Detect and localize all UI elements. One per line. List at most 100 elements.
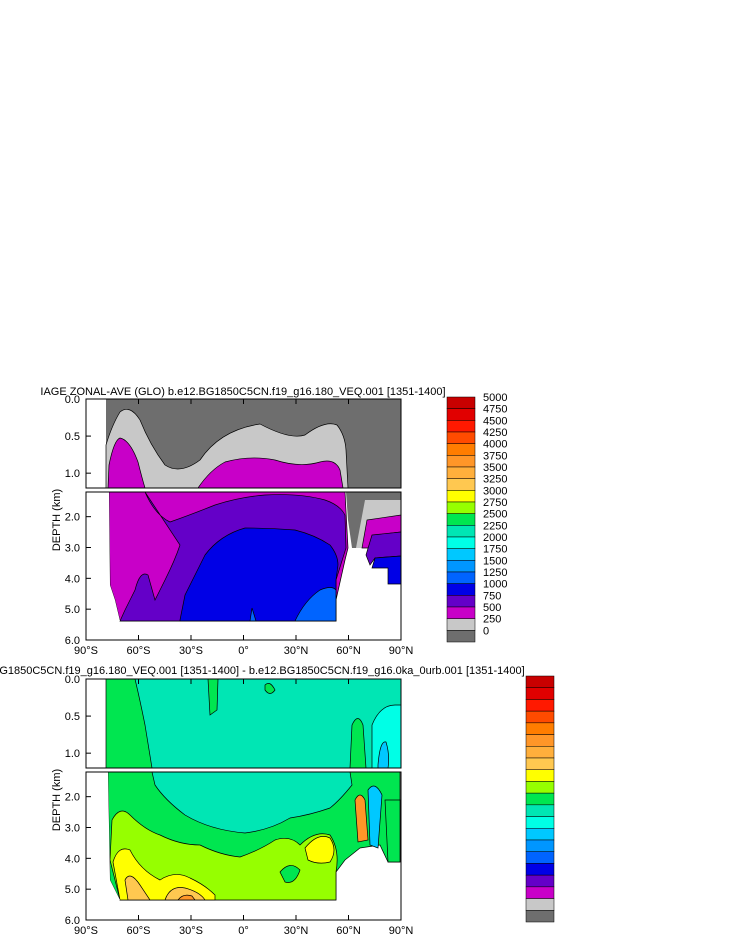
diff-lower-cyan-band bbox=[151, 772, 353, 834]
diff-x-ticks: 90°S 60°S 30°S 0° 30°N 60°N 90°N bbox=[74, 679, 413, 937]
colorbar-swatch bbox=[446, 443, 476, 456]
panel-age-title: IAGE ZONAL-AVE (GLO) b.e12.BG1850C5CN.f1… bbox=[40, 386, 445, 398]
panel-age-lower-fields bbox=[86, 492, 401, 640]
colorbar-swatch bbox=[525, 828, 555, 841]
colorbar-swatch bbox=[446, 618, 476, 631]
diff-lower-orange-blob-south bbox=[124, 875, 206, 901]
x-tick-label: 0° bbox=[238, 645, 249, 657]
diff-lower-yellow-blob-mid bbox=[304, 836, 335, 864]
colorbar-label: 1000 bbox=[483, 579, 507, 591]
colorbar-label: 4500 bbox=[483, 415, 507, 427]
x-tick-label: 60°N bbox=[336, 645, 361, 657]
colorbar-swatch bbox=[525, 687, 555, 700]
colorbar-label: 2500 bbox=[483, 509, 507, 521]
y-tick-label: 2.0 bbox=[65, 792, 80, 804]
colorbar-swatch bbox=[446, 431, 476, 444]
colorbar-swatch bbox=[446, 420, 476, 433]
x-tick-label: 60°N bbox=[336, 925, 361, 937]
colorbar-swatch bbox=[525, 722, 555, 735]
colorbar-label: 3500 bbox=[483, 462, 507, 474]
colorbar-swatch bbox=[525, 851, 555, 864]
diff-y-ticks: 0.0 0.5 1.0 2.0 3.0 4.0 5.0 6.0 bbox=[65, 674, 91, 927]
colorbar-label: 3750 bbox=[483, 450, 507, 462]
age-upper-magenta-band bbox=[107, 437, 344, 488]
colorbar-swatch bbox=[525, 769, 555, 782]
age-lower-north-lightgray bbox=[356, 500, 401, 548]
colorbar-label: 0 bbox=[483, 625, 489, 637]
colorbar-swatch bbox=[525, 734, 555, 747]
colorbar-label: 5000 bbox=[483, 392, 507, 404]
colorbar-swatch bbox=[525, 839, 555, 852]
age-x-ticks: 90°S 60°S 30°S 0° 30°N 60°N 90°N bbox=[74, 399, 413, 657]
colorbar-swatch bbox=[525, 710, 555, 724]
colorbar-swatch bbox=[446, 536, 476, 549]
y-tick-label: 0.5 bbox=[65, 711, 80, 723]
colorbar-swatch bbox=[525, 874, 555, 888]
x-tick-label: 90°N bbox=[389, 645, 414, 657]
age-colorbar: 5000475045004250400037503500325030002750… bbox=[446, 392, 507, 643]
y-tick-label: 2.0 bbox=[65, 512, 80, 524]
age-lower-west-edge-white bbox=[86, 492, 120, 621]
y-tick-label: 5.0 bbox=[65, 884, 80, 896]
diff-upper-north-skyblue bbox=[377, 741, 390, 768]
diff-lower-north-skyblue bbox=[367, 785, 383, 849]
diff-upper-green-blob1 bbox=[207, 679, 219, 716]
x-tick-label: 90°S bbox=[74, 925, 98, 937]
diff-upper-green-blob2 bbox=[264, 683, 276, 694]
colorbar-label: 1750 bbox=[483, 544, 507, 556]
colorbar-swatch bbox=[525, 746, 555, 759]
y-tick-label: 4.0 bbox=[65, 853, 80, 865]
diff-lower-north-green bbox=[384, 799, 401, 863]
colorbar-label: 2000 bbox=[483, 532, 507, 544]
colorbar-swatch bbox=[446, 478, 476, 491]
colorbar-label: 1250 bbox=[483, 567, 507, 579]
colorbar-swatch bbox=[446, 525, 476, 538]
diff-lower-darkorange-blob bbox=[177, 894, 196, 901]
x-tick-label: 60°S bbox=[127, 645, 151, 657]
age-ylabel: DEPTH (km) bbox=[51, 489, 63, 551]
colorbar-label: 3250 bbox=[483, 474, 507, 486]
colorbar-swatch bbox=[525, 886, 555, 899]
colorbar-swatch bbox=[446, 583, 476, 596]
panel-diff-upper-fields bbox=[86, 679, 401, 768]
colorbar-label: 1500 bbox=[483, 555, 507, 567]
colorbar-swatch bbox=[525, 898, 555, 911]
colorbar-swatch bbox=[446, 606, 476, 619]
colorbar-swatch bbox=[446, 513, 476, 526]
colorbar-label: 4250 bbox=[483, 427, 507, 439]
diff-lower-green-pocket bbox=[279, 865, 301, 883]
colorbar-swatch bbox=[446, 571, 476, 584]
colorbar-swatch bbox=[446, 548, 476, 561]
colorbar-swatch bbox=[446, 595, 476, 608]
panel-diff: G1850C5CN.f19_g16.180_VEQ.001 [1351-1400… bbox=[0, 665, 525, 937]
colorbar-swatch bbox=[446, 490, 476, 503]
colorbar-label: 500 bbox=[483, 602, 501, 614]
age-y-ticks: 0.0 0.5 1.0 2.0 3.0 4.0 5.0 6.0 bbox=[65, 394, 91, 647]
y-tick-label: 1.0 bbox=[65, 748, 80, 760]
colorbar-label: 750 bbox=[483, 590, 501, 602]
colorbar-swatch bbox=[525, 757, 555, 770]
x-tick-label: 30°N bbox=[284, 925, 309, 937]
age-lower-north-blue bbox=[371, 555, 401, 585]
colorbar-swatch bbox=[525, 804, 555, 817]
y-tick-label: 0.5 bbox=[65, 431, 80, 443]
diff-lower-west-edge-white bbox=[86, 772, 120, 900]
diff-upper-north-green bbox=[349, 718, 367, 768]
panel-diff-lower-fields bbox=[86, 772, 401, 920]
colorbar-label: 3000 bbox=[483, 485, 507, 497]
colorbar-swatch bbox=[446, 455, 476, 468]
colorbar-swatch bbox=[525, 781, 555, 794]
y-tick-label: 5.0 bbox=[65, 604, 80, 616]
colorbar-swatch bbox=[446, 630, 476, 643]
colorbar-swatch bbox=[525, 792, 555, 806]
x-tick-label: 30°S bbox=[179, 925, 203, 937]
x-tick-label: 60°S bbox=[127, 925, 151, 937]
y-tick-label: 3.0 bbox=[65, 543, 80, 555]
colorbar-swatch bbox=[525, 910, 555, 923]
diff-upper-green-band bbox=[105, 679, 153, 768]
diff-lower-north-orange bbox=[354, 794, 369, 843]
colorbar-swatch bbox=[525, 816, 555, 829]
colorbar-label: 2250 bbox=[483, 520, 507, 532]
colorbar-swatch bbox=[525, 675, 555, 688]
